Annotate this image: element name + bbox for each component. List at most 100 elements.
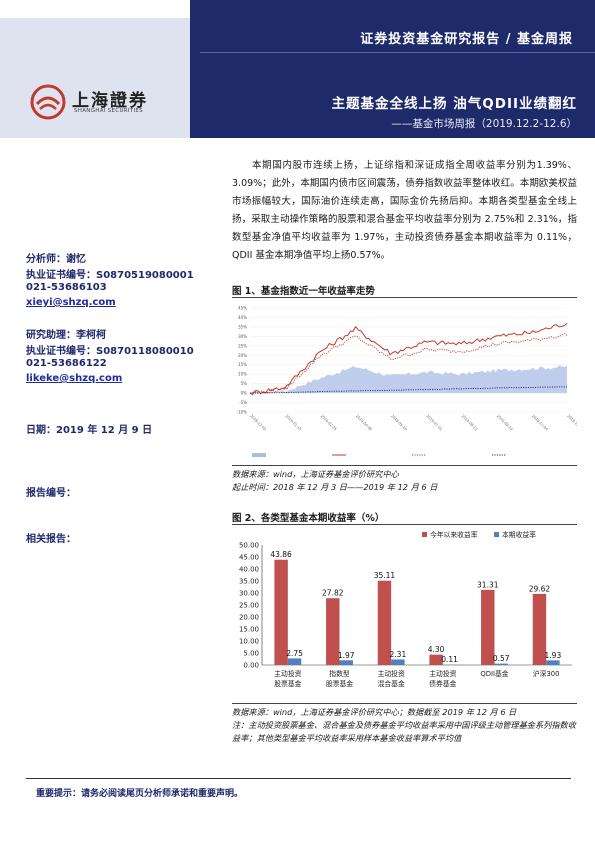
x-tick-label: 2019-11-04 bbox=[531, 414, 549, 432]
report-title: 主题基金全线上扬 油气QDII业绩翻红 bbox=[331, 96, 577, 112]
x-tick-label: 2019-05-20 bbox=[390, 414, 408, 432]
figure1-bottom-rule bbox=[232, 465, 577, 466]
y-tick-label: 30% bbox=[238, 334, 247, 339]
top-bar bbox=[190, 0, 595, 18]
y-tick-label: 40% bbox=[238, 315, 247, 320]
related-reports: 相关报告： bbox=[26, 534, 76, 545]
bar-value-label: 4.30 bbox=[428, 645, 445, 654]
category-label: 指数型 bbox=[329, 669, 350, 678]
assistant-cert: 执业证书编号：S0870118080010 bbox=[26, 346, 194, 357]
figure2-source: 数据来源：wind，上海证券基金评价研究中心；数据截至 2019 年 12 月 … bbox=[232, 707, 517, 717]
figure1-source: 数据来源：wind，上海证券基金评价研究中心 bbox=[232, 469, 399, 479]
category-label: 沪深300 bbox=[533, 669, 560, 678]
legend-swatch bbox=[494, 532, 499, 537]
figure2-bar-chart: 50.00 45.00 40.00 35.00 30.00 25.00 20.00 15.00… bbox=[239, 530, 572, 688]
y-tick-label: 25% bbox=[238, 343, 247, 348]
report-type: 证券投资基金研究报告 / 基金周报 bbox=[360, 32, 573, 47]
y-tick-label: -5% bbox=[239, 400, 247, 405]
bar bbox=[391, 659, 405, 665]
assistant-name: 研究助理：李柯柯 bbox=[26, 330, 106, 341]
header-title-panel bbox=[190, 18, 595, 138]
category-label: 主动投资 bbox=[429, 669, 456, 678]
y-tick-label: 40.00 bbox=[239, 566, 259, 574]
y-tick-label: 5% bbox=[241, 381, 248, 386]
series-area bbox=[250, 365, 567, 395]
logo-english-name: SHANGHAI SECURITIES bbox=[74, 108, 143, 114]
y-tick-label: 0% bbox=[241, 391, 248, 396]
report-date: 日期：2019 年 12 月 9 日 bbox=[26, 425, 153, 436]
y-tick-label: 45.00 bbox=[239, 554, 259, 562]
bar-value-label: 2.31 bbox=[390, 650, 407, 659]
y-tick-label: -10% bbox=[237, 410, 248, 415]
header-logo-panel bbox=[0, 18, 190, 138]
y-tick-label: 25.00 bbox=[239, 602, 259, 610]
y-tick-label: 35.00 bbox=[239, 578, 259, 586]
footer-rule bbox=[26, 778, 571, 779]
bar-value-label: 1.93 bbox=[545, 651, 562, 660]
bar bbox=[287, 658, 302, 665]
company-logo: 上海證券 SHANGHAI SECURITIES bbox=[28, 82, 178, 122]
figure2-top-rule bbox=[232, 524, 577, 525]
figure1-top-rule bbox=[232, 297, 577, 298]
y-tick-label: 15% bbox=[238, 362, 247, 367]
category-label: 主动投资 bbox=[378, 669, 405, 678]
x-tick-label: 2019-09-23 bbox=[496, 414, 514, 432]
figure1-period: 起止时间：2018 年 12 月 3 日——2019 年 12 月 6 日 bbox=[232, 482, 438, 492]
x-tick-label: 2019-02-25 bbox=[320, 414, 338, 432]
bar-value-label: 0.57 bbox=[493, 654, 510, 663]
y-tick-label: 0.00 bbox=[243, 662, 259, 670]
footer-notice: 重要提示：请务必阅读尾页分析师承诺和重要声明。 bbox=[36, 789, 244, 799]
bar-value-label: 2.75 bbox=[286, 649, 303, 658]
bar bbox=[429, 654, 443, 665]
bar bbox=[326, 598, 340, 665]
category-label: 股票基金 bbox=[326, 679, 353, 688]
series-line bbox=[249, 332, 568, 394]
y-tick-label: 10.00 bbox=[239, 638, 259, 646]
bar bbox=[377, 580, 392, 665]
x-tick-label: 2019-07-01 bbox=[425, 414, 443, 432]
bar bbox=[546, 660, 560, 665]
figure1-caption: 图 1、基金指数近一年收益率走势 bbox=[232, 286, 375, 297]
assistant-email-link[interactable]: likeke@shzq.com bbox=[26, 373, 123, 384]
bar-value-label: 0.11 bbox=[441, 655, 458, 664]
assistant-phone: 021-53686122 bbox=[26, 358, 107, 369]
y-tick-label: 15.00 bbox=[239, 626, 259, 634]
analyst-phone: 021-53686103 bbox=[26, 282, 107, 293]
legend-swatch bbox=[422, 532, 427, 537]
bar bbox=[339, 660, 353, 665]
bar-value-label: 31.31 bbox=[477, 580, 499, 589]
report-number: 报告编号： bbox=[26, 488, 76, 499]
series-line bbox=[249, 386, 568, 394]
bar bbox=[274, 559, 288, 665]
x-tick-label: 2019-04-08 bbox=[355, 414, 373, 432]
y-tick-label: 20.00 bbox=[239, 614, 259, 622]
legend-label: 今年以来收益率 bbox=[430, 530, 478, 539]
x-tick-label: 2019-08-12 bbox=[461, 414, 479, 432]
bar-value-label: 29.62 bbox=[529, 584, 551, 593]
legend-label: 本期收益率 bbox=[502, 530, 536, 539]
figure1-line-chart: 45% 40% 35% 30% 25% 20% 15% 10% 5% 0% -5% -10% 2018… bbox=[237, 306, 577, 457]
category-label: QDII基金 bbox=[480, 669, 508, 678]
y-tick-label: 10% bbox=[238, 372, 247, 377]
bar bbox=[481, 589, 495, 665]
bar-value-label: 35.11 bbox=[374, 571, 396, 580]
bar-value-label: 1.97 bbox=[338, 651, 355, 660]
y-tick-label: 35% bbox=[238, 324, 247, 329]
x-tick-label: 2018-12-03 bbox=[249, 414, 267, 432]
category-label: 主动投资 bbox=[274, 669, 301, 678]
y-tick-label: 30.00 bbox=[239, 590, 259, 598]
analyst-name: 分析师：谢忆 bbox=[26, 254, 86, 265]
y-tick-label: 50.00 bbox=[239, 542, 259, 550]
bar-value-label: 43.86 bbox=[270, 550, 292, 559]
y-tick-label: 45% bbox=[238, 306, 247, 311]
legend-swatch bbox=[252, 453, 266, 457]
figure2-note: 注：主动投资股票基金、混合基金及债券基金平均收益率采用中国评级主动管理基金系列指… bbox=[232, 720, 576, 743]
analyst-email-link[interactable]: xieyi@shzq.com bbox=[26, 297, 116, 308]
top-left-strip bbox=[0, 0, 190, 18]
x-tick-label: 2019-01-15 bbox=[285, 414, 303, 432]
summary-paragraph: 本期国内股市连续上扬，上证综指和深证成指全周收益率分别为1.39%、3.09%；… bbox=[232, 160, 577, 261]
logo-mark-icon bbox=[30, 84, 66, 120]
y-tick-label: 20% bbox=[238, 353, 247, 358]
series-line bbox=[249, 322, 568, 396]
analyst-cert: 执业证书编号：S0870519080001 bbox=[26, 270, 194, 281]
